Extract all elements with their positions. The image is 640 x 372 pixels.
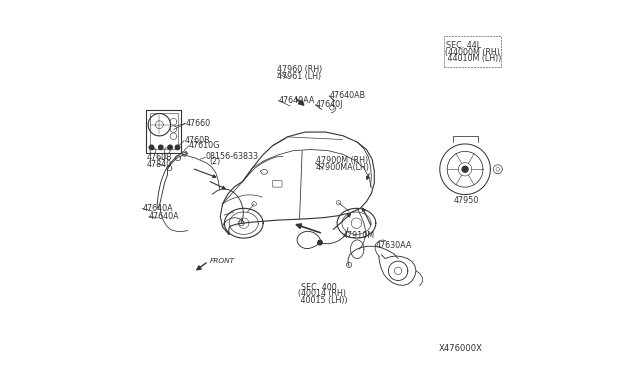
Text: 47610G: 47610G: [189, 141, 220, 150]
Text: 47961 (LH): 47961 (LH): [277, 72, 321, 81]
Text: 47640J: 47640J: [316, 100, 343, 109]
Text: 47660: 47660: [186, 119, 211, 128]
Text: 08156-63833: 08156-63833: [205, 152, 259, 161]
Text: 47900M (RH): 47900M (RH): [316, 156, 367, 165]
Text: 47840: 47840: [147, 160, 172, 169]
Bar: [150, 113, 177, 149]
Circle shape: [168, 145, 172, 150]
Text: SEC. 400: SEC. 400: [301, 283, 337, 292]
Text: (2): (2): [209, 157, 221, 166]
Text: X476000X: X476000X: [438, 344, 483, 353]
Text: SEC. 44L: SEC. 44L: [447, 41, 482, 50]
Text: 47640A: 47640A: [149, 212, 179, 221]
Circle shape: [318, 240, 322, 245]
Circle shape: [159, 145, 163, 150]
Text: 4760B: 4760B: [184, 136, 210, 145]
Text: 47910M: 47910M: [342, 231, 374, 240]
Text: 47640AA: 47640AA: [278, 96, 315, 105]
Text: 47640AB: 47640AB: [330, 92, 365, 100]
Polygon shape: [462, 166, 468, 172]
Text: 4760B: 4760B: [147, 153, 172, 162]
Text: 47950: 47950: [454, 196, 479, 205]
Text: FRONT: FRONT: [211, 258, 236, 264]
Text: 47900MA(LH): 47900MA(LH): [316, 163, 369, 172]
Bar: [444, 36, 501, 67]
Bar: [146, 110, 181, 153]
Text: (44000M (RH): (44000M (RH): [445, 48, 499, 57]
Text: 47640A: 47640A: [142, 204, 173, 213]
Text: 44010M (LH)): 44010M (LH)): [445, 54, 501, 63]
Circle shape: [149, 145, 154, 150]
Text: 40015 (LH)): 40015 (LH)): [298, 296, 348, 305]
Text: (40014 (RH): (40014 (RH): [298, 289, 346, 298]
Circle shape: [175, 145, 180, 150]
Text: 47960 (RH): 47960 (RH): [277, 65, 323, 74]
Text: 47630AA: 47630AA: [376, 241, 412, 250]
